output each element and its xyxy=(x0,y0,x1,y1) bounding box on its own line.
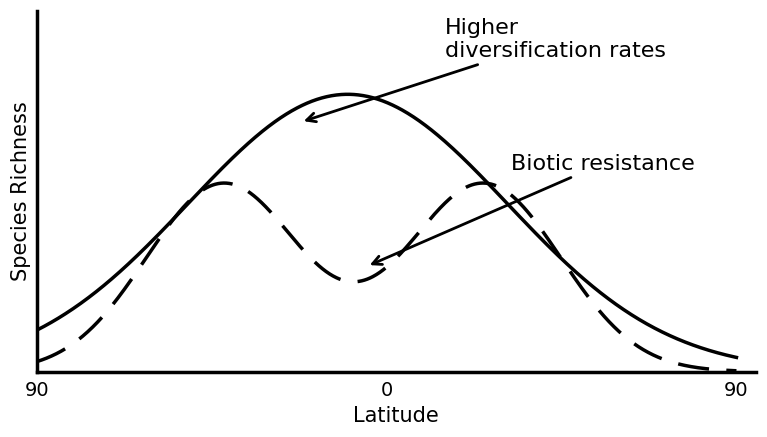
Text: Higher
diversification rates: Higher diversification rates xyxy=(307,18,666,121)
X-axis label: Latitude: Latitude xyxy=(354,406,439,426)
Y-axis label: Species Richness: Species Richness xyxy=(11,101,31,281)
Text: Biotic resistance: Biotic resistance xyxy=(373,154,695,264)
